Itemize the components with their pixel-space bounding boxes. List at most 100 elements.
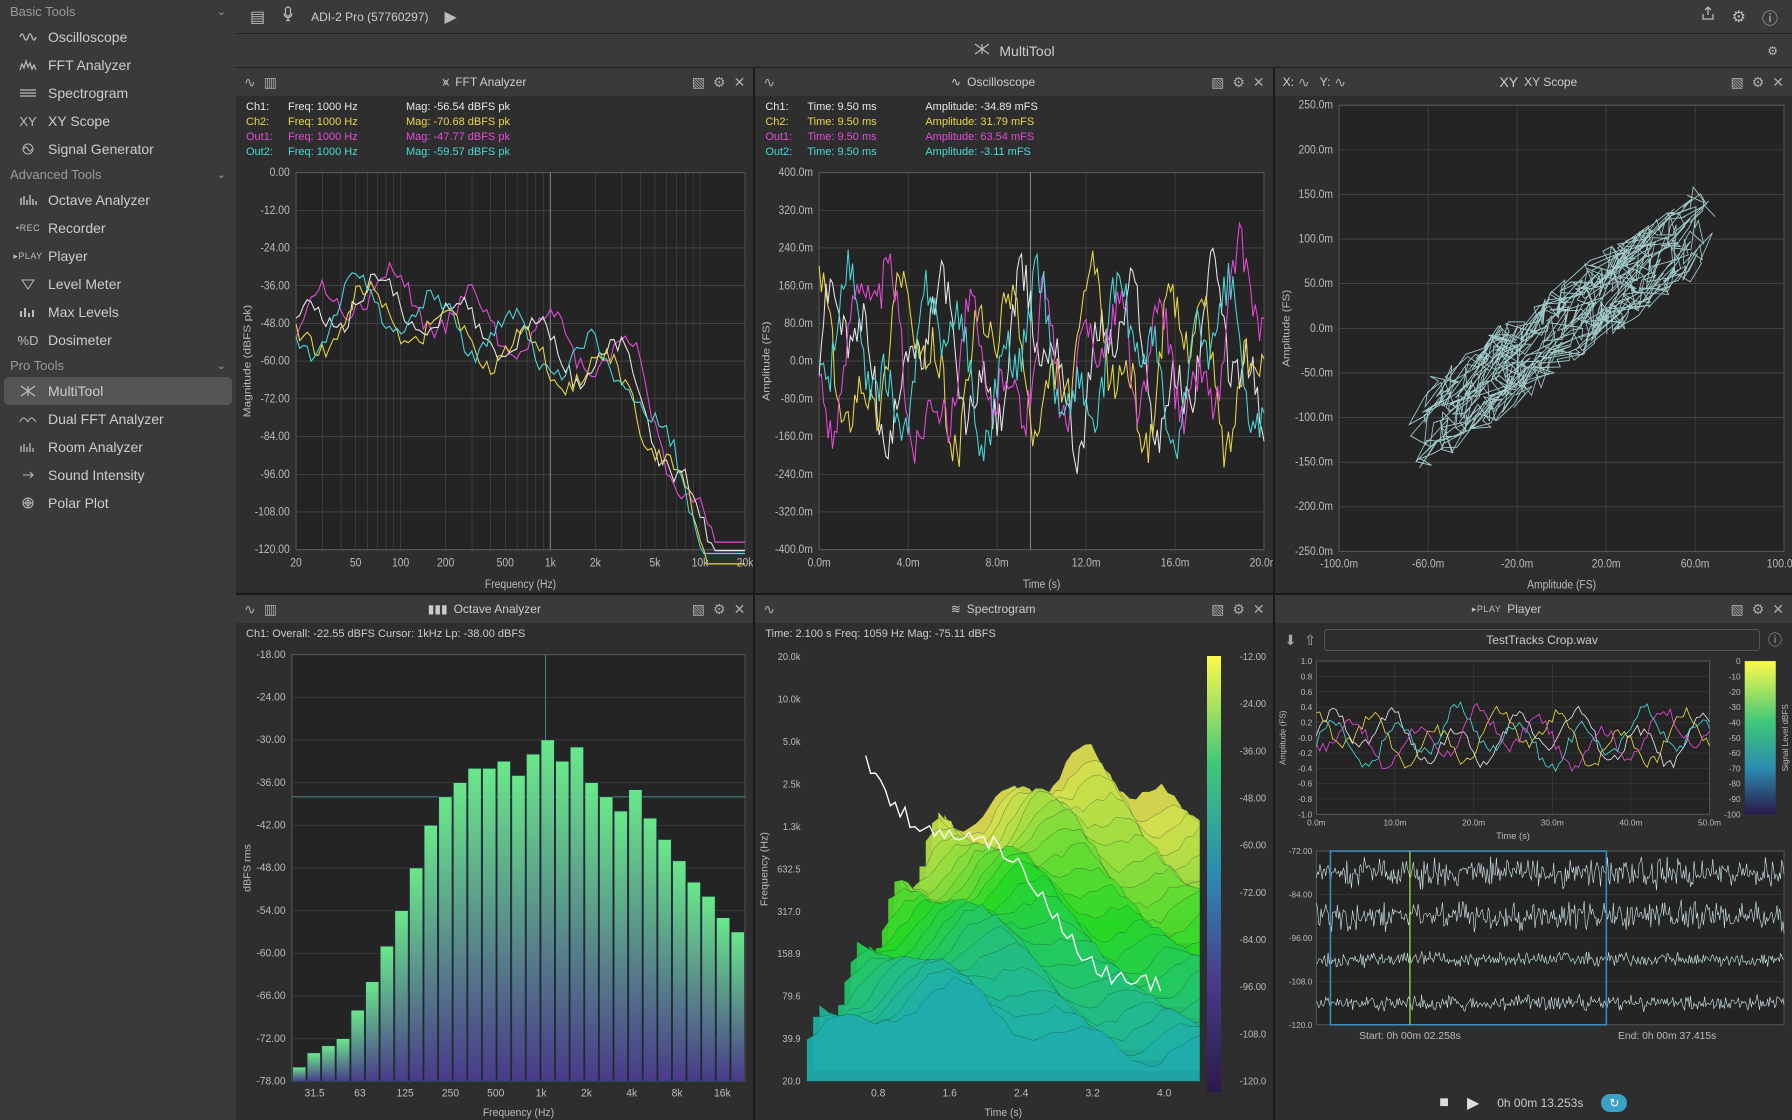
sidebar-item-multitool[interactable]: MultiTool	[4, 377, 232, 405]
svg-text:-12.00: -12.00	[1240, 652, 1266, 663]
svg-text:632.5: 632.5	[778, 864, 801, 875]
svg-text:-40: -40	[1728, 718, 1740, 727]
sidebar-toggle-icon[interactable]: ▤	[250, 7, 265, 27]
sidebar-item-max-levels[interactable]: Max Levels	[0, 298, 236, 326]
osc-chart[interactable]: 400.0m320.0m240.0m160.0m80.0m0.0m-80.0m-…	[755, 163, 1272, 593]
svg-text:60.0m: 60.0m	[1680, 558, 1709, 571]
svg-text:317.0: 317.0	[778, 906, 801, 917]
close-icon[interactable]: ✕	[1772, 601, 1784, 618]
sidebar-item-recorder[interactable]: •RECRecorder	[0, 214, 236, 242]
bars-icon[interactable]: ▥	[264, 74, 277, 91]
waveform-icon[interactable]: ∿	[763, 74, 775, 91]
svg-text:-96.00: -96.00	[1288, 934, 1312, 943]
share-icon[interactable]	[1700, 6, 1716, 27]
sidebar-item-dosimeter[interactable]: %DDosimeter	[0, 326, 236, 354]
sidebar-item-fft-analyzer[interactable]: FFT Analyzer	[0, 51, 236, 79]
panel-fft: ∿ ▥ ⩙FFT Analyzer ▧ ⚙ ✕ Ch1:Freq: 1000 H…	[236, 68, 753, 593]
sidebar-item-label: Recorder	[48, 220, 106, 236]
gear-icon[interactable]: ⚙	[1752, 74, 1765, 91]
close-icon[interactable]: ✕	[1253, 74, 1265, 91]
play-icon[interactable]: ▶	[445, 7, 457, 27]
close-icon[interactable]: ✕	[1772, 74, 1784, 91]
gear-icon[interactable]: ⚙	[713, 601, 726, 618]
settings-icon[interactable]: ⚙	[1732, 7, 1746, 27]
sidebar-section-header[interactable]: Pro Tools⌄	[0, 354, 236, 377]
sidebar-item-spectrogram[interactable]: Spectrogram	[0, 79, 236, 107]
svg-text:Frequency (Hz): Frequency (Hz)	[759, 832, 771, 906]
svg-text:8k: 8k	[672, 1087, 684, 1099]
info-icon[interactable]: ⓘ	[1768, 630, 1782, 650]
chart-icon[interactable]: ▧	[1211, 601, 1224, 618]
osc-info: Ch1:Time: 9.50 msAmplitude: -34.89 mFSCh…	[755, 96, 1272, 163]
chart-icon[interactable]: ▧	[692, 74, 705, 91]
mic-icon[interactable]	[281, 6, 295, 27]
svg-text:30.0m: 30.0m	[1540, 819, 1563, 828]
sidebar-item-oscilloscope[interactable]: Oscilloscope	[0, 23, 236, 51]
waveform-icon[interactable]: ∿	[1334, 74, 1346, 91]
loop-button[interactable]: ↻	[1601, 1094, 1627, 1112]
svg-text:150.0m: 150.0m	[1298, 188, 1332, 201]
sidebar-item-level-meter[interactable]: Level Meter	[0, 270, 236, 298]
gear-icon[interactable]: ⚙	[1232, 74, 1245, 91]
sidebar-section-header[interactable]: Advanced Tools⌄	[0, 163, 236, 186]
svg-text:400.0m: 400.0m	[779, 167, 813, 180]
waveform-icon[interactable]: ∿	[763, 601, 775, 618]
svg-text:-400.0m: -400.0m	[775, 544, 813, 557]
svg-text:20.0k: 20.0k	[778, 652, 801, 663]
waveform-icon[interactable]: ∿	[244, 601, 256, 618]
fft-chart[interactable]: 0.00-12.00-24.00-36.00-48.00-60.00-72.00…	[236, 163, 753, 593]
xy-chart[interactable]: 250.0m200.0m150.0m100.0m50.0m0.0m-50.0m-…	[1275, 96, 1792, 593]
panel-octave: ∿▥ ▮▮▮Octave Analyzer ▧ ⚙ ✕ Ch1: Overall…	[236, 595, 753, 1120]
sidebar-item-signal-generator[interactable]: Signal Generator	[0, 135, 236, 163]
svg-text:10.0m: 10.0m	[1383, 819, 1406, 828]
sidebar-item-sound-intensity[interactable]: Sound Intensity	[0, 461, 236, 489]
octave-chart[interactable]: -18.00-24.00-30.00-36.00-42.00-48.00-54.…	[236, 646, 753, 1120]
bars-icon[interactable]: ▥	[264, 601, 277, 618]
chart-icon[interactable]: ▧	[1211, 74, 1224, 91]
waveform-icon[interactable]: ∿	[244, 74, 256, 91]
fft-icon	[18, 58, 38, 72]
osc-title: Oscilloscope	[967, 75, 1035, 89]
gear-icon[interactable]: ⚙	[713, 74, 726, 91]
device-name[interactable]: ADI-2 Pro (57760297)	[311, 10, 428, 24]
close-icon[interactable]: ✕	[734, 601, 746, 618]
sidebar-item-label: MultiTool	[48, 383, 103, 399]
close-icon[interactable]: ✕	[734, 74, 746, 91]
sidebar-item-dual-fft-analyzer[interactable]: Dual FFT Analyzer	[0, 405, 236, 433]
chart-icon[interactable]: ▧	[692, 601, 705, 618]
player-filename[interactable]: TestTracks Crop.wav	[1324, 629, 1760, 651]
svg-text:20.0: 20.0	[783, 1076, 801, 1087]
sidebar-item-xy-scope[interactable]: XYXY Scope	[0, 107, 236, 135]
waveform-icon[interactable]: ∿	[1298, 74, 1310, 91]
share-icon[interactable]: ⇧	[1304, 632, 1316, 649]
svg-text:0.0m: 0.0m	[790, 355, 813, 368]
sidebar-item-room-analyzer[interactable]: Room Analyzer	[0, 433, 236, 461]
svg-text:Frequency (Hz): Frequency (Hz)	[483, 1107, 554, 1119]
download-icon[interactable]: ⬇	[1285, 632, 1297, 649]
play-button[interactable]: ▶	[1467, 1093, 1479, 1113]
stop-button[interactable]: ■	[1439, 1094, 1449, 1112]
gear-icon[interactable]: ⚙	[1232, 601, 1245, 618]
svg-text:0.8: 0.8	[1300, 673, 1312, 682]
svg-text:-100: -100	[1724, 810, 1741, 819]
svg-text:160.0m: 160.0m	[779, 280, 813, 293]
sidebar-item-label: XY Scope	[48, 113, 110, 129]
spectrogram-chart[interactable]: 20.0k10.0k5.0k2.5k1.3k632.5317.0158.979.…	[755, 646, 1272, 1120]
sidebar-item-player[interactable]: ▸PLAYPlayer	[0, 242, 236, 270]
gear-icon[interactable]: ⚙	[1752, 601, 1765, 618]
close-icon[interactable]: ✕	[1253, 601, 1265, 618]
sidebar-item-polar-plot[interactable]: Polar Plot	[0, 489, 236, 517]
chart-icon[interactable]: ▧	[1730, 74, 1743, 91]
svg-text:Amplitude (FS): Amplitude (FS)	[1281, 290, 1292, 367]
panels-grid: ∿ ▥ ⩙FFT Analyzer ▧ ⚙ ✕ Ch1:Freq: 1000 H…	[236, 68, 1792, 1120]
info-icon[interactable]: ⓘ	[1762, 5, 1778, 29]
sidebar-item-octave-analyzer[interactable]: Octave Analyzer	[0, 186, 236, 214]
chart-icon[interactable]: ▧	[1730, 601, 1743, 618]
spectrogram-title: Spectrogram	[967, 602, 1036, 616]
sidebar-section-header[interactable]: Basic Tools⌄	[0, 0, 236, 23]
svg-text:-90: -90	[1728, 795, 1740, 804]
titlebar-settings-icon[interactable]: ⚙	[1767, 44, 1778, 58]
svg-text:80.0m: 80.0m	[785, 318, 814, 331]
svg-text:-72.00: -72.00	[1288, 847, 1312, 856]
svg-text:-84.00: -84.00	[1240, 935, 1266, 946]
